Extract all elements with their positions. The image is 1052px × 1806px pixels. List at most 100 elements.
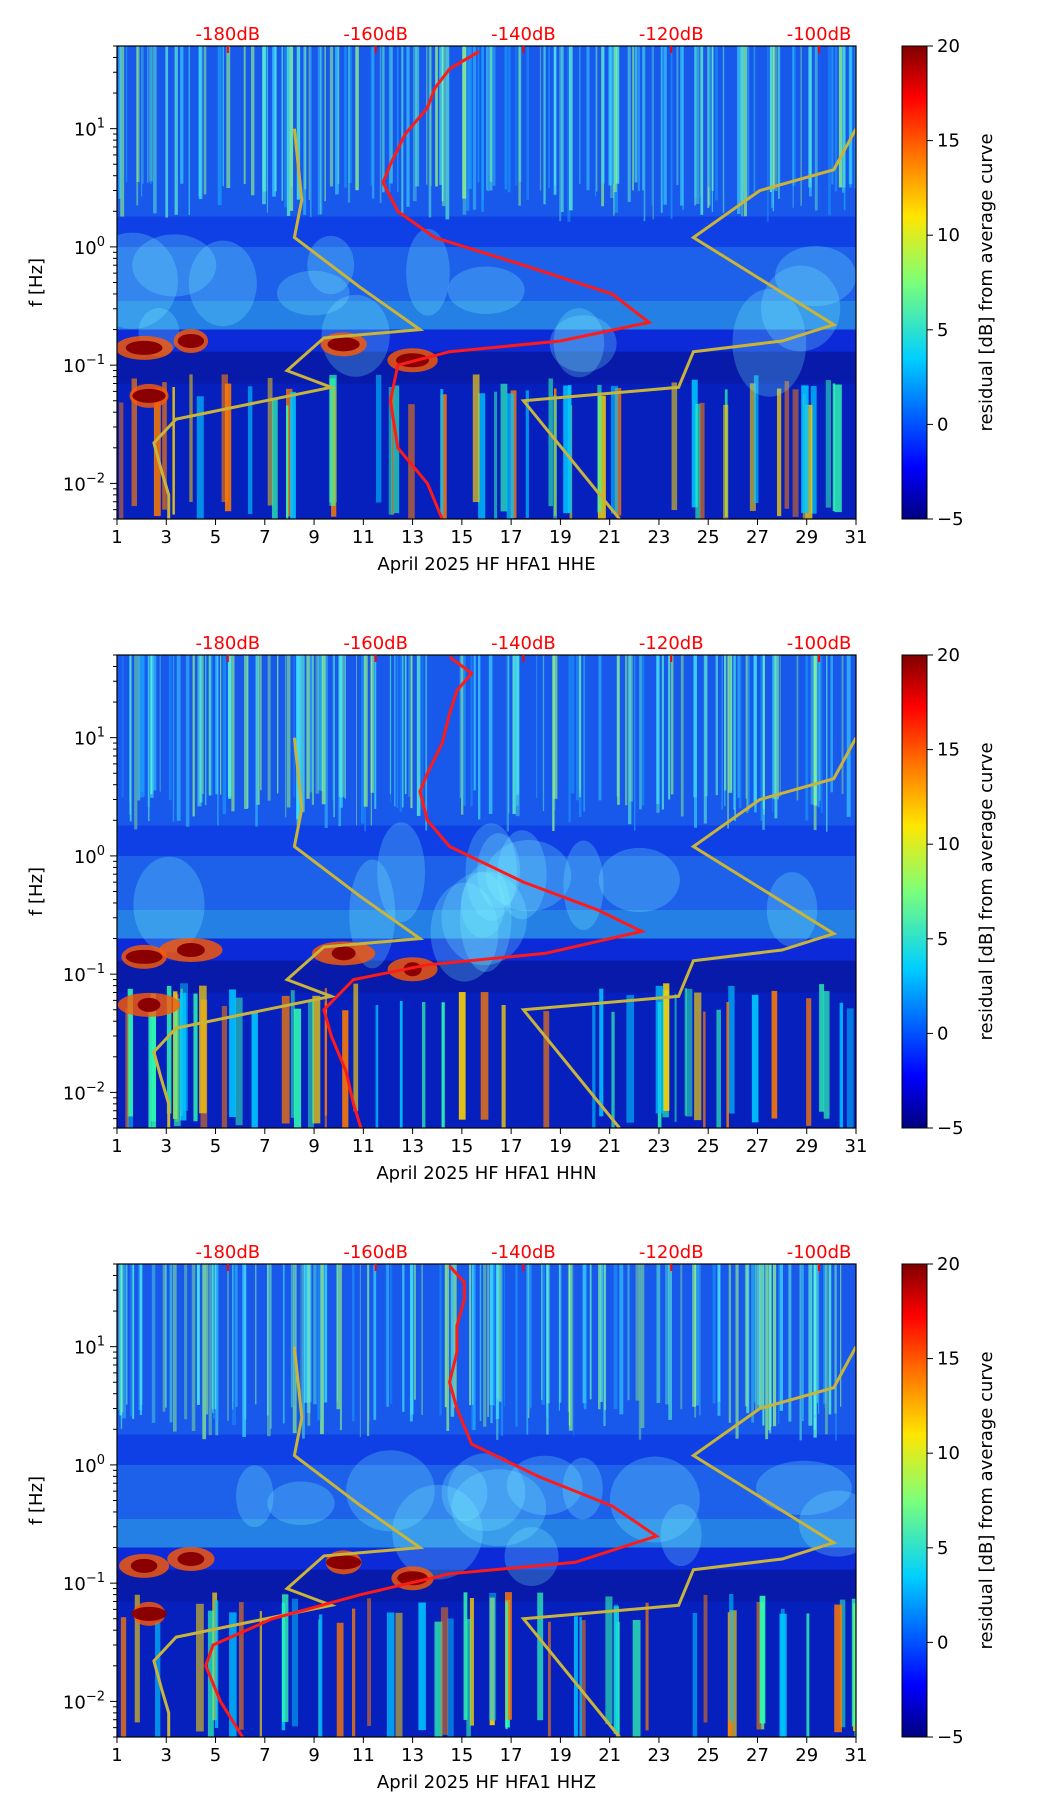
heatmap-streak	[818, 1264, 820, 1415]
heatmap-event	[125, 1008, 129, 1128]
colorbar: 20 15 10 5 0 −5 residual [dB] from average cur…	[901, 645, 997, 1139]
heatmap-streak	[707, 46, 711, 187]
heatmap-streak	[752, 1264, 756, 1402]
heatmap-streak	[559, 46, 562, 222]
x-tick-label: 23	[647, 1136, 670, 1157]
heatmap-blob	[775, 245, 856, 307]
heatmap-event	[434, 1621, 443, 1737]
heatmap-streak	[506, 655, 509, 832]
heatmap-streak	[277, 655, 279, 794]
heatmap-event	[610, 385, 619, 514]
heatmap-streak	[215, 1264, 219, 1422]
heatmap-streak	[508, 655, 510, 814]
heatmap-streak	[213, 1264, 215, 1419]
x-tick-label: 25	[697, 1136, 720, 1157]
heatmap-event	[189, 374, 193, 502]
heatmap-streak	[338, 655, 342, 827]
heatmap-streak	[779, 1264, 784, 1411]
heatmap-streak	[578, 655, 582, 818]
heatmap-streak	[601, 46, 605, 184]
heatmap-streak	[656, 655, 660, 804]
top-db-label: -100dB	[787, 633, 852, 654]
heatmap-streak	[153, 655, 157, 791]
heatmap-streak	[348, 46, 353, 184]
heatmap-streak	[489, 1264, 494, 1405]
heatmap-streak	[740, 46, 745, 202]
heatmap-streak	[746, 1264, 750, 1414]
x-axis-label: April 2025 HF HFA1 HHN	[376, 1163, 596, 1184]
heatmap-event	[771, 990, 778, 1119]
heatmap-streak	[421, 655, 424, 810]
heatmap-event	[166, 985, 172, 1114]
top-db-label: -140dB	[491, 24, 556, 45]
heatmap-streak	[744, 1264, 748, 1407]
heatmap-streak	[744, 46, 747, 217]
heatmap-streak	[208, 655, 211, 796]
heatmap-event	[162, 382, 167, 510]
heatmap-streak	[220, 655, 222, 795]
heatmap-event	[172, 386, 175, 515]
top-db-label: -160dB	[343, 1242, 408, 1263]
heatmap-streak	[578, 46, 581, 184]
colorbar-tick-label: −5	[937, 1118, 964, 1139]
heatmap-streak	[665, 1264, 669, 1405]
heatmap-streak	[640, 1264, 645, 1429]
heatmap-streak	[779, 655, 781, 797]
noise-model-curve-high	[520, 736, 856, 1128]
heatmap-streak	[542, 655, 545, 812]
heatmap-streak	[661, 655, 664, 810]
heatmap-event	[290, 990, 295, 1118]
x-tick-label: 17	[500, 527, 523, 548]
heatmap-streak	[746, 655, 749, 814]
heatmap-streak	[477, 655, 481, 820]
heatmap-band	[117, 329, 856, 352]
heatmap-streak	[668, 1264, 672, 1420]
heatmap-streak	[711, 46, 713, 212]
heatmap-streak	[553, 46, 557, 195]
heatmap-streak	[439, 1264, 442, 1416]
heatmap-streak	[162, 1264, 166, 1412]
heatmap-streak	[228, 655, 232, 799]
x-tick-label: 5	[210, 1136, 221, 1157]
heatmap-event	[597, 384, 602, 513]
heatmap-streak	[148, 655, 150, 822]
heatmap-streak	[371, 46, 375, 199]
heatmap-streak	[528, 1264, 531, 1411]
heatmap-band	[117, 300, 856, 330]
heatmap-streak	[404, 655, 407, 795]
heatmap-event	[505, 1601, 508, 1730]
heatmap-streak	[473, 655, 476, 791]
heatmap-event	[131, 378, 138, 507]
heatmap-band	[117, 1547, 856, 1570]
heatmap-event	[729, 1593, 734, 1722]
heatmap-streak	[180, 46, 184, 184]
heatmap-streak	[777, 655, 779, 800]
heatmap-streak	[796, 655, 799, 801]
heatmap-streak	[339, 1264, 342, 1431]
heatmap-streak	[217, 46, 222, 206]
heatmap-streak	[435, 46, 438, 187]
heatmap-streak	[634, 655, 636, 831]
y-tick-label: 10−1	[63, 1571, 105, 1595]
heatmap-event	[329, 378, 336, 506]
x-tick-label: 15	[450, 1745, 473, 1766]
x-tick-label: 19	[549, 1745, 572, 1766]
heatmap-streak	[370, 46, 373, 186]
heatmap-event	[749, 383, 756, 511]
heatmap-streak	[608, 46, 612, 186]
heatmap-event	[792, 389, 799, 517]
heatmap-streak	[493, 1264, 496, 1406]
heatmap-streak	[232, 1264, 234, 1410]
heatmap-streak	[762, 655, 765, 830]
x-tick-label: 1	[111, 1745, 122, 1766]
heatmap-streak	[643, 46, 646, 222]
heatmap-storm-core	[176, 943, 205, 958]
heatmap-event	[699, 402, 705, 519]
heatmap-streak	[751, 1264, 755, 1423]
heatmap-streak	[805, 655, 809, 821]
colorbar-label: residual [dB] from average curve	[976, 742, 997, 1040]
heatmap-event	[291, 1598, 298, 1727]
x-tick-label: 9	[308, 1136, 319, 1157]
heatmap-streak	[227, 1264, 229, 1421]
x-tick-label: 11	[352, 527, 375, 548]
